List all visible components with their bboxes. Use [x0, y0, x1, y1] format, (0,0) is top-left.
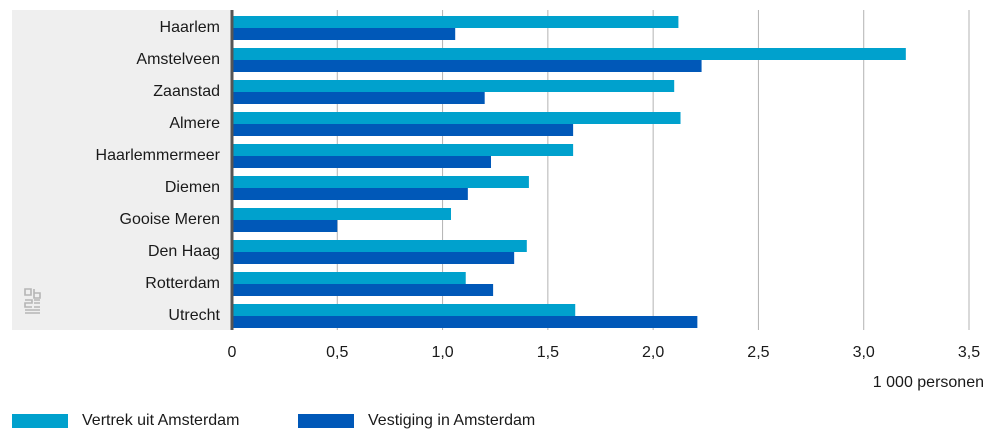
category-label: Haarlemmermeer	[96, 147, 221, 164]
bar-vestiging	[232, 316, 698, 328]
bar-vestiging	[232, 188, 468, 200]
bar-vertrek	[232, 80, 675, 92]
x-tick-label: 1,0	[431, 344, 453, 361]
bar-vertrek	[232, 304, 576, 316]
bar-vestiging	[232, 284, 494, 296]
category-label: Haarlem	[160, 19, 220, 36]
legend-label-vertrek: Vertrek uit Amsterdam	[82, 412, 240, 429]
bar-vestiging	[232, 252, 515, 264]
category-labels: Haarlem Amstelveen Zaanstad Almere Haarlemme…	[96, 19, 221, 324]
legend-swatch-vestiging	[298, 414, 354, 428]
bar-vestiging	[232, 124, 574, 136]
x-tick-labels: 0 0,5 1,0 1,5 2,0 2,5 3,0 3,5	[228, 344, 981, 361]
x-tick-label: 0	[228, 344, 237, 361]
bar-vertrek	[232, 176, 529, 188]
x-tick-label: 0,5	[326, 344, 348, 361]
bar-vestiging	[232, 60, 702, 72]
x-tick-label: 1,5	[537, 344, 559, 361]
x-tick-label: 3,0	[853, 344, 875, 361]
bar-vertrek	[232, 16, 679, 28]
category-label: Diemen	[165, 179, 220, 196]
x-tick-label: 3,5	[958, 344, 980, 361]
category-label-panel	[12, 10, 232, 330]
bar-vertrek	[232, 144, 574, 156]
bar-vestiging	[232, 220, 338, 232]
category-label: Rotterdam	[145, 275, 220, 292]
bar-vestiging	[232, 28, 456, 40]
category-label: Zaanstad	[153, 83, 220, 100]
bar-vertrek	[232, 48, 906, 60]
bar-vertrek	[232, 112, 681, 124]
bar-vertrek	[232, 240, 527, 252]
category-label: Amstelveen	[136, 51, 220, 68]
legend-item-vestiging: Vestiging in Amsterdam	[298, 412, 535, 430]
x-tick-label: 2,5	[747, 344, 769, 361]
legend-item-vertrek: Vertrek uit Amsterdam	[12, 412, 239, 430]
cbs-logo	[24, 288, 41, 314]
bar-vestiging	[232, 92, 485, 104]
bar-vertrek	[232, 208, 451, 220]
category-label: Utrecht	[168, 307, 220, 324]
bars	[232, 16, 906, 328]
legend-label-vestiging: Vestiging in Amsterdam	[368, 412, 536, 429]
category-label: Gooise Meren	[120, 211, 221, 228]
bar-vertrek	[232, 272, 466, 284]
legend-swatch-vertrek	[12, 414, 68, 428]
x-tick-label: 2,0	[642, 344, 664, 361]
category-label: Almere	[169, 115, 220, 132]
x-axis-unit-label: 1 000 personen	[873, 374, 984, 391]
bar-vestiging	[232, 156, 492, 168]
category-label: Den Haag	[148, 243, 220, 260]
